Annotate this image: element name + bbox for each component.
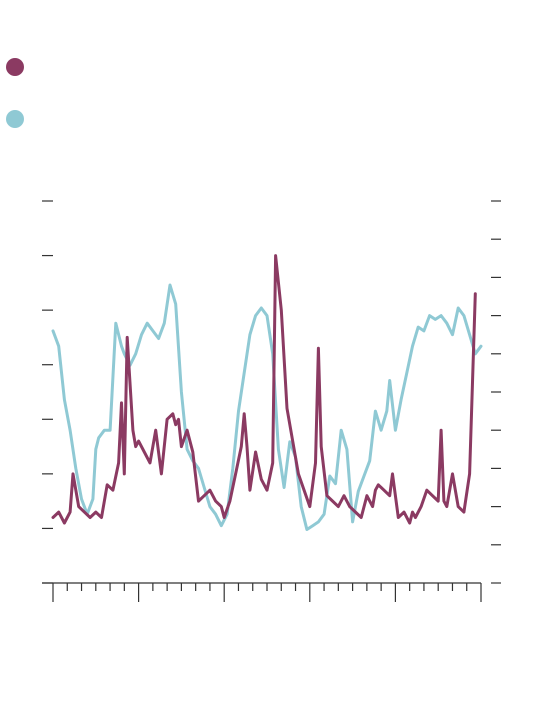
series-line-2 (51, 283, 483, 531)
legend-marker-series-2 (6, 110, 24, 128)
legend-marker-series-1 (6, 58, 24, 76)
series-line-1 (51, 254, 477, 525)
axes (42, 200, 501, 602)
legend-item-series-1 (6, 58, 32, 76)
legend-item-series-2 (6, 110, 32, 128)
series-lines (51, 254, 483, 531)
